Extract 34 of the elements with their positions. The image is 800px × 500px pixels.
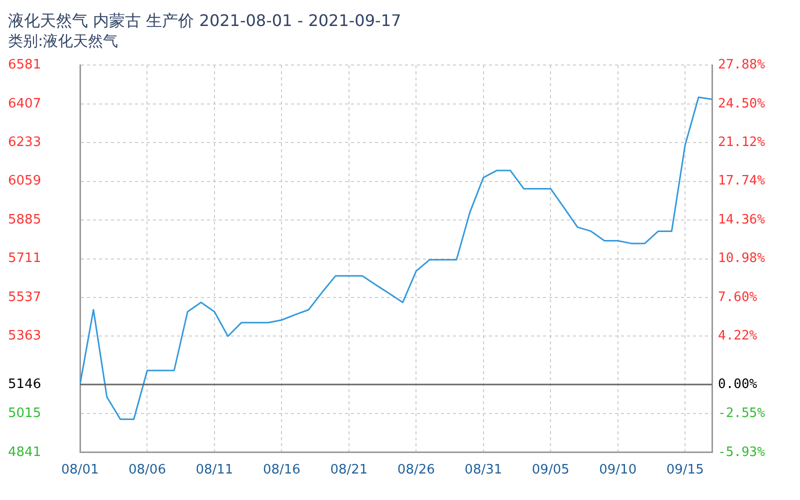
y2-tick-label: 24.50% bbox=[718, 96, 766, 112]
y-tick-label: 5363 bbox=[8, 328, 42, 344]
y2-tick-label: 4.22% bbox=[718, 328, 758, 344]
y2-tick-label: 17.74% bbox=[718, 174, 766, 189]
y2-tick-label: 10.98% bbox=[718, 251, 766, 266]
y2-tick-label: -2.55% bbox=[718, 406, 766, 422]
x-tick-label: 08/21 bbox=[330, 462, 368, 478]
y-tick-label: 5711 bbox=[8, 251, 42, 266]
y2-tick-label: 14.36% bbox=[718, 212, 766, 228]
x-tick-label: 09/10 bbox=[599, 462, 637, 478]
x-tick-label: 08/31 bbox=[464, 462, 502, 478]
y2-tick-label: 27.88% bbox=[718, 58, 766, 73]
x-tick-label: 08/16 bbox=[262, 462, 300, 478]
chart-title: 液化天然气 内蒙古 生产价 2021-08-01 - 2021-09-17 bbox=[8, 10, 402, 30]
x-tick-label: 08/06 bbox=[128, 462, 166, 478]
x-tick-label: 08/01 bbox=[61, 462, 99, 478]
y-tick-label: 5015 bbox=[8, 406, 42, 422]
y-tick-label: 5146 bbox=[8, 376, 42, 392]
x-tick-label: 09/05 bbox=[532, 462, 570, 478]
y2-tick-label: 7.60% bbox=[718, 290, 758, 305]
chart-subtitle: 类别:液化天然气 bbox=[8, 32, 118, 50]
x-tick-label: 08/11 bbox=[196, 462, 234, 478]
y-tick-label: 4841 bbox=[8, 444, 42, 460]
x-tick-label: 08/26 bbox=[397, 462, 435, 478]
y2-tick-label: 21.12% bbox=[718, 134, 766, 150]
y2-tick-label: 0.00% bbox=[718, 376, 758, 392]
y-tick-label: 6233 bbox=[8, 135, 42, 150]
y-tick-label: 6581 bbox=[8, 58, 42, 73]
y-tick-label: 6407 bbox=[8, 96, 42, 112]
y-tick-label: 5537 bbox=[8, 290, 42, 305]
y-tick-label: 6059 bbox=[8, 174, 42, 189]
y-tick-label: 5885 bbox=[8, 212, 42, 228]
y2-tick-label: -5.93% bbox=[718, 444, 766, 460]
x-tick-label: 09/15 bbox=[666, 462, 704, 478]
